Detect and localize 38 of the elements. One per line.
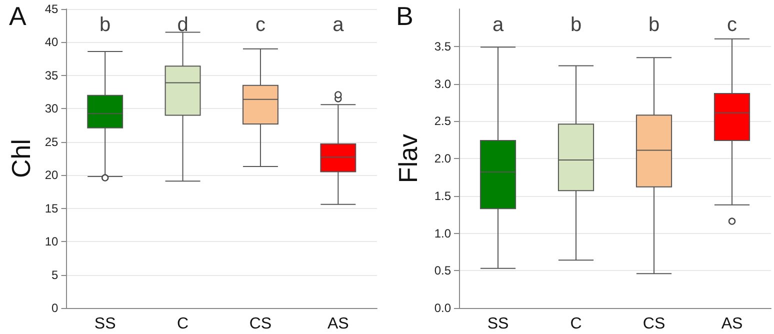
y-tick-label: 0.0 bbox=[434, 301, 452, 315]
y-tick-label: 45 bbox=[44, 2, 59, 16]
x-tick-label: C bbox=[570, 316, 582, 332]
x-tick-label: C bbox=[177, 316, 189, 332]
y-tick-label: 25 bbox=[44, 134, 59, 149]
y-axis-title: Flav bbox=[393, 134, 423, 184]
annotation: a bbox=[492, 14, 504, 36]
y-tick-label: 30 bbox=[44, 102, 59, 116]
x-tick-label: AS bbox=[327, 316, 349, 332]
y-tick-label: 3.5 bbox=[434, 39, 452, 54]
annotation: b bbox=[100, 14, 111, 36]
chart-title: B bbox=[396, 1, 414, 31]
x-tick-label: CS bbox=[642, 316, 666, 332]
chart-title: A bbox=[9, 1, 27, 31]
y-tick-label: 2.0 bbox=[434, 152, 452, 166]
y-tick-label: 20 bbox=[44, 168, 59, 182]
y-tick-label: 1.5 bbox=[434, 188, 452, 203]
annotation: a bbox=[332, 14, 345, 36]
y-tick-label: 40 bbox=[44, 35, 59, 50]
y-tick-label: 10 bbox=[44, 234, 59, 249]
y-tick-label: 35 bbox=[44, 68, 59, 82]
x-tick-label: AS bbox=[721, 316, 743, 332]
annotation: c bbox=[255, 14, 266, 36]
x-tick-label: SS bbox=[94, 316, 116, 332]
y-tick-label: 5 bbox=[52, 268, 59, 282]
y-axis-title: Chl bbox=[6, 138, 36, 178]
y-tick-label: 1.0 bbox=[434, 226, 452, 240]
x-tick-label: CS bbox=[249, 316, 272, 332]
y-tick-label: 3.0 bbox=[434, 76, 452, 91]
annotation: b bbox=[648, 14, 660, 36]
annotation: b bbox=[570, 14, 582, 36]
annotation: d bbox=[177, 14, 188, 36]
y-tick-label: 2.5 bbox=[434, 114, 452, 128]
annotation: c bbox=[727, 14, 737, 36]
y-tick-label: 0.5 bbox=[434, 264, 452, 278]
y-tick-label: 0 bbox=[52, 301, 59, 315]
y-tick-label: 15 bbox=[44, 201, 59, 216]
x-tick-label: SS bbox=[487, 316, 509, 332]
